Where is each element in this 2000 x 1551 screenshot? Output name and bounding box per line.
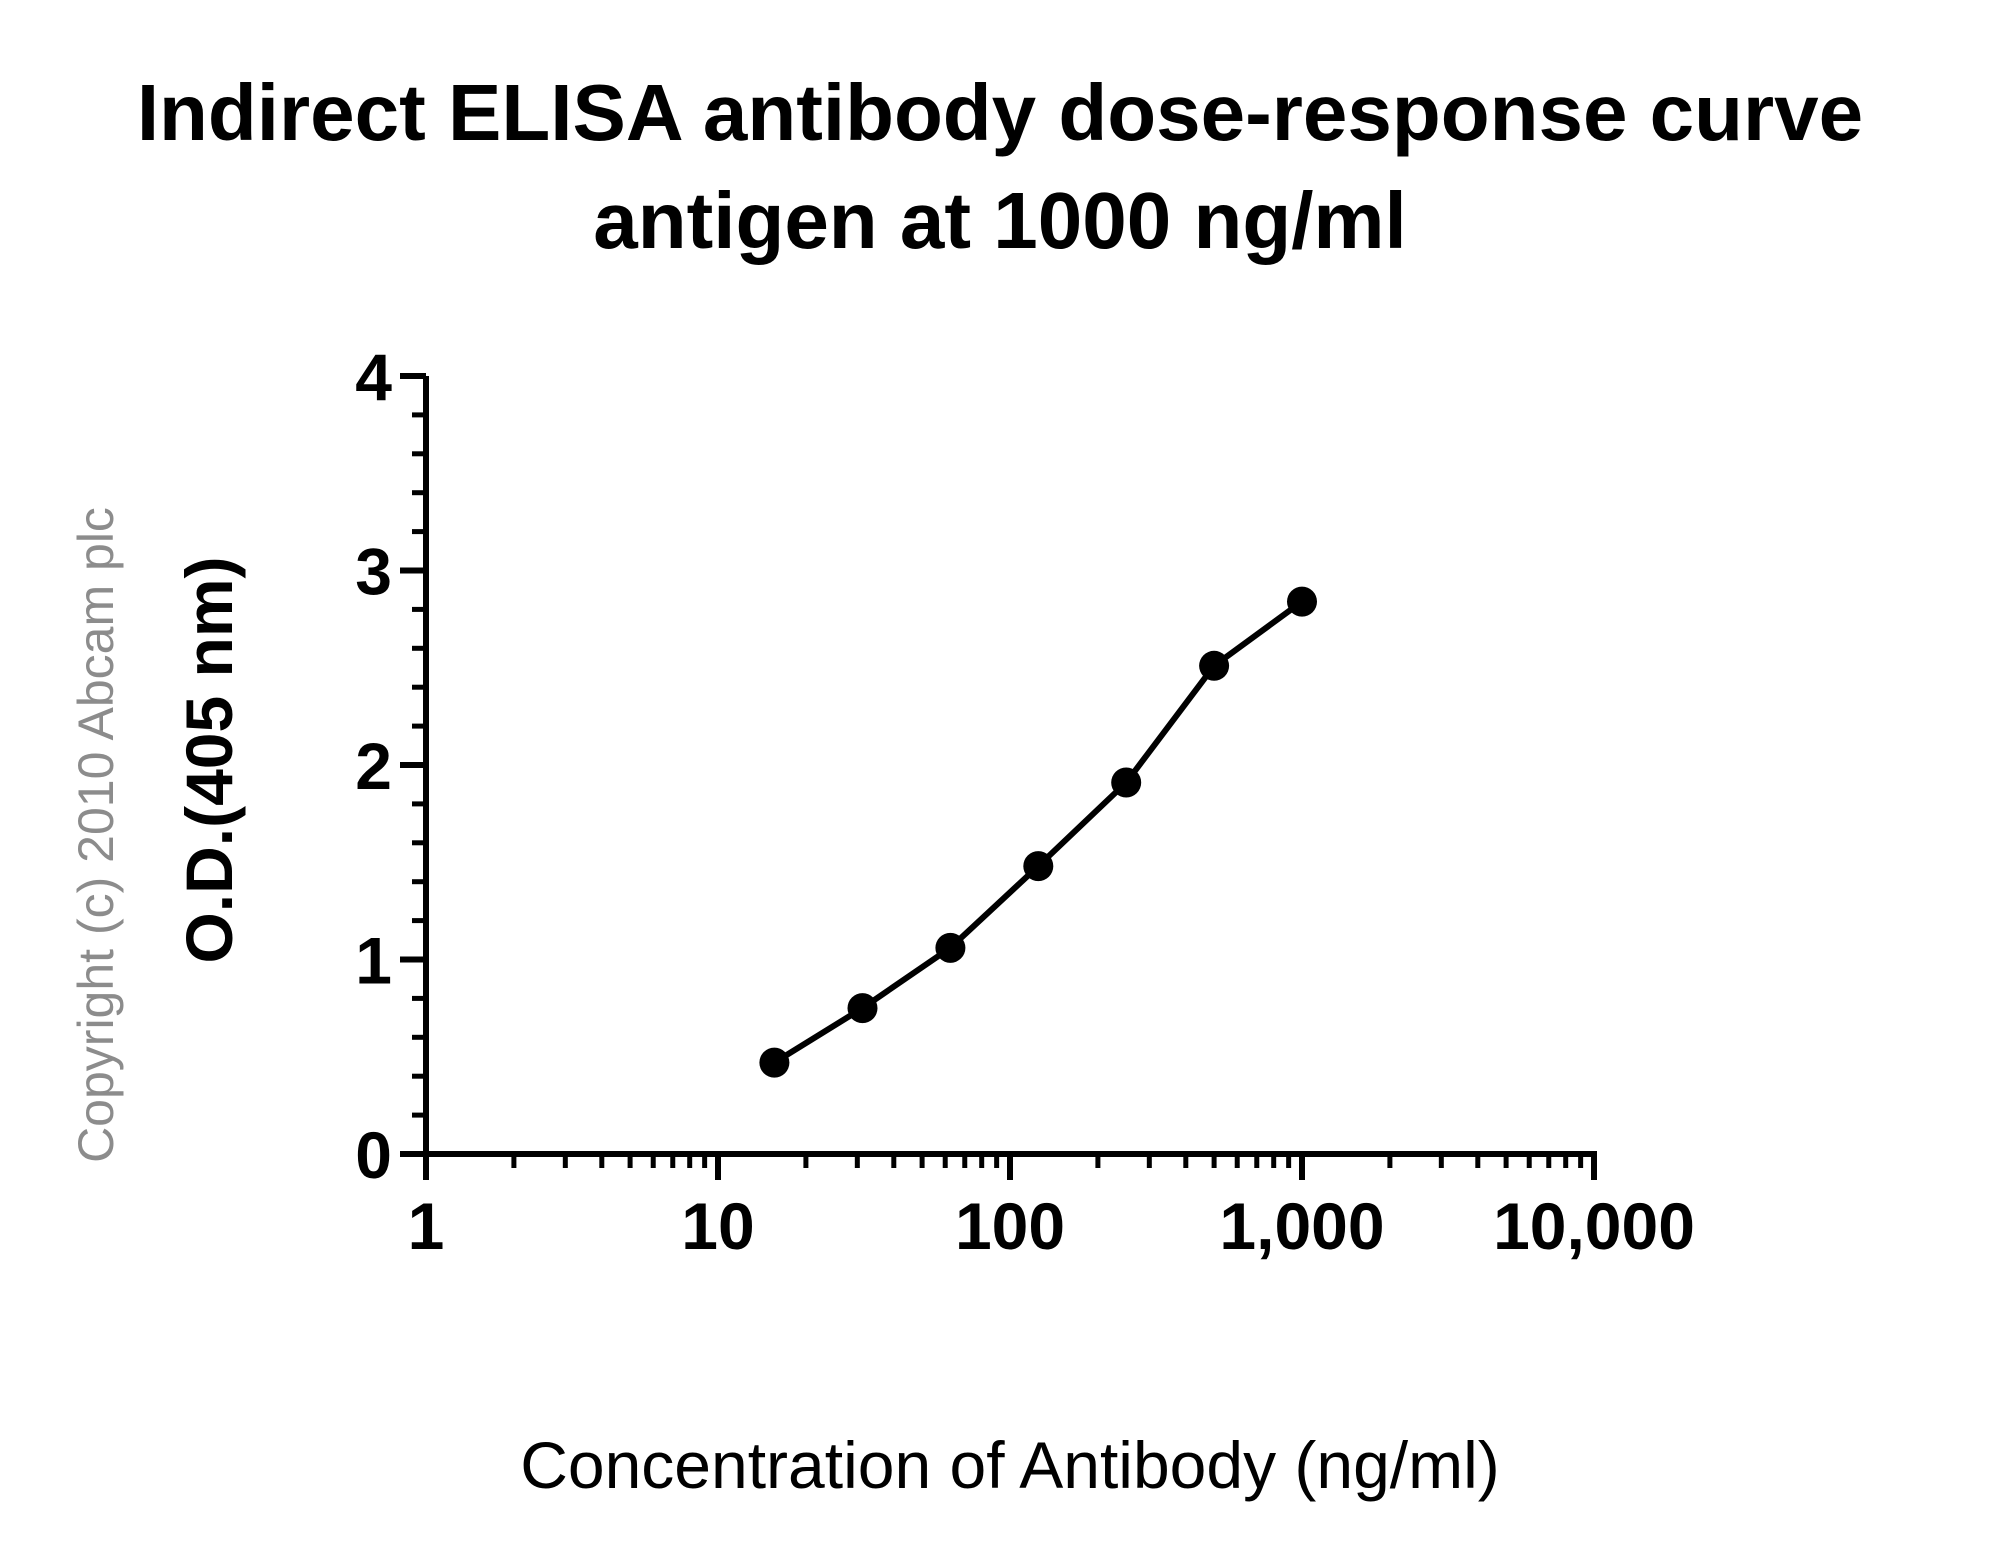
data-point <box>1287 586 1317 617</box>
x-tick-label: 100 <box>955 1189 1065 1263</box>
chart-title-line1: Indirect ELISA antibody dose-response cu… <box>137 68 1863 157</box>
y-tick-label: 4 <box>355 340 392 414</box>
axes <box>423 376 1597 1157</box>
chart-title-line2: antigen at 1000 ng/ml <box>593 176 1407 265</box>
y-axis-label: O.D.(405 nm) <box>172 556 246 963</box>
x-tick-label: 10 <box>681 1189 754 1263</box>
data-point <box>847 993 878 1024</box>
data-marks <box>759 586 1317 1078</box>
x-tick-label: 1 <box>408 1189 445 1263</box>
x-tick-label: 10,000 <box>1493 1189 1695 1263</box>
data-point <box>1199 650 1230 681</box>
copyright-watermark: Copyright (c) 2010 Abcam plc <box>68 507 124 1163</box>
y-tick-label: 1 <box>355 924 392 998</box>
data-point <box>935 932 966 963</box>
y-tick-label: 3 <box>355 535 392 609</box>
data-point <box>1023 851 1054 882</box>
data-point <box>759 1047 790 1078</box>
data-point <box>1111 767 1142 798</box>
y-tick-label: 0 <box>355 1118 392 1192</box>
x-axis-label: Concentration of Antibody (ng/ml) <box>520 1428 1500 1502</box>
y-tick-label: 2 <box>355 729 392 803</box>
x-tick-label: 1,000 <box>1219 1189 1384 1263</box>
